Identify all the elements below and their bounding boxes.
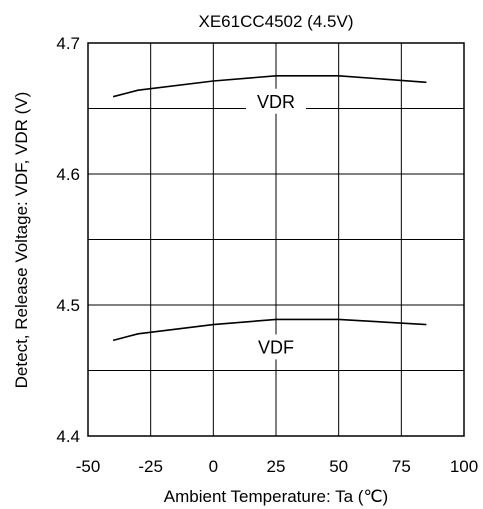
x-tick-label: -50	[76, 457, 101, 476]
y-tick-label: 4.4	[56, 427, 80, 446]
y-tick-label: 4.7	[56, 34, 80, 53]
x-tick-label: 0	[209, 457, 218, 476]
y-tick-labels: 4.4 4.5 4.6 4.7	[56, 34, 80, 446]
series-line-vdr	[112, 75, 427, 98]
x-tick-label: -25	[138, 457, 163, 476]
x-axis-label: Ambient Temperature: Ta (℃)	[164, 487, 388, 506]
y-axis-label: Detect, Release Voltage: VDF, VDR (V)	[12, 92, 31, 389]
x-tick-label: 75	[392, 457, 411, 476]
x-tick-label: 50	[329, 457, 348, 476]
series-label-bg	[246, 334, 306, 360]
series-label-bg	[246, 88, 306, 114]
x-tick-label: 100	[450, 457, 478, 476]
series-layer: VDR VDF	[112, 75, 427, 360]
plot-frame	[87, 42, 465, 437]
x-tick-labels: -50 -25 0 25 50 75 100	[76, 457, 478, 476]
series-label-vdf: VDF	[258, 337, 294, 357]
series-label-vdr: VDR	[257, 92, 295, 112]
series-line-vdf	[112, 318, 427, 342]
y-tick-label: 4.6	[56, 165, 80, 184]
chart-title: XE61CC4502 (4.5V)	[199, 12, 354, 31]
y-tick-label: 4.5	[56, 296, 80, 315]
x-tick-label: 25	[267, 457, 286, 476]
